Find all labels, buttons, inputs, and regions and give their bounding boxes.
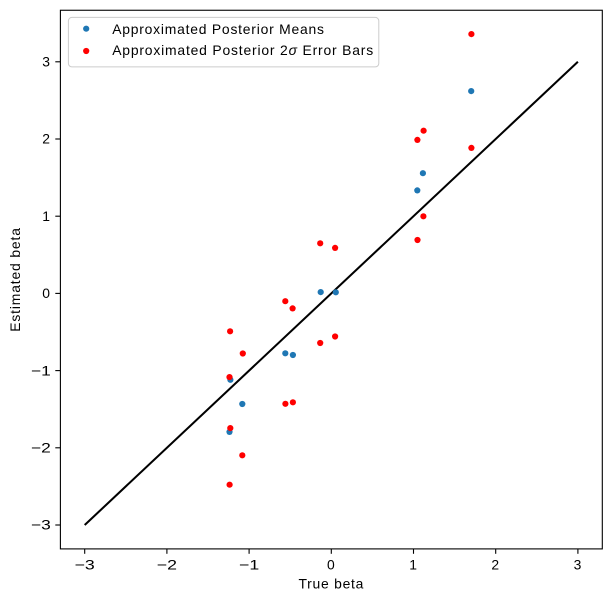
svg-text:0: 0	[327, 557, 336, 573]
svg-text:−2: −2	[157, 557, 178, 573]
svg-text:−3: −3	[31, 517, 51, 533]
svg-text:−1: −1	[31, 362, 51, 378]
svg-text:−3: −3	[75, 557, 96, 573]
svg-text:1: 1	[409, 557, 418, 573]
svg-text:3: 3	[42, 54, 51, 70]
svg-text:0: 0	[42, 285, 51, 301]
svg-text:1: 1	[42, 208, 51, 224]
svg-text:Approximated Posterior Means: Approximated Posterior Means	[112, 21, 325, 37]
svg-text:2: 2	[491, 557, 500, 573]
svg-text:−2: −2	[31, 440, 51, 456]
svg-text:2: 2	[42, 131, 51, 147]
svg-text:True beta: True beta	[298, 576, 364, 592]
svg-text:Estimated beta: Estimated beta	[7, 227, 23, 332]
svg-text:−1: −1	[239, 557, 260, 573]
svg-text:Approximated Posterior 2σ Erro: Approximated Posterior 2σ Error Bars	[112, 42, 374, 58]
svg-text:3: 3	[574, 557, 583, 573]
